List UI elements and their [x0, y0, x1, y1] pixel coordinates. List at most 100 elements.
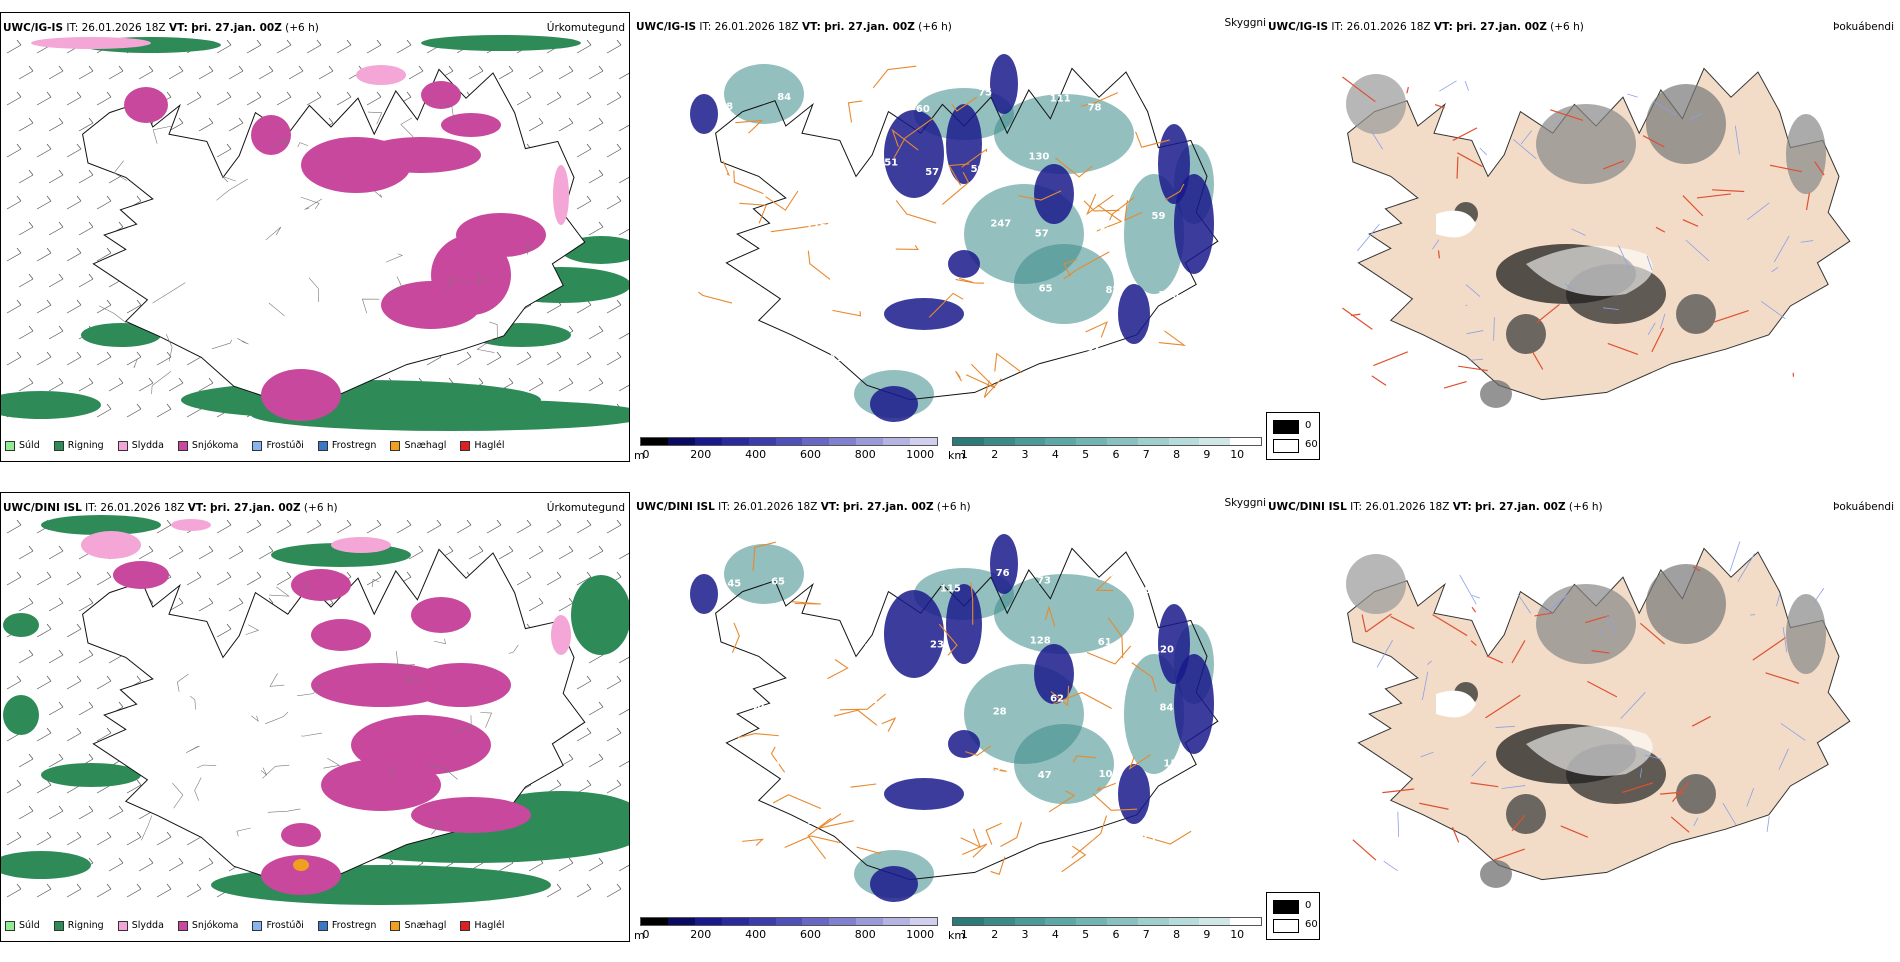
fog-legend-swatch-black — [1273, 900, 1299, 914]
low-cloud-area — [884, 298, 964, 330]
wind-barb — [109, 175, 123, 183]
wind-barb — [149, 66, 153, 71]
wind-barb — [587, 40, 591, 45]
sleet-area — [551, 615, 571, 655]
colorbar-step — [1199, 438, 1230, 445]
low-cloud-area — [870, 866, 918, 902]
road — [1457, 157, 1458, 179]
wind-barb — [307, 97, 321, 105]
visibility-title: UWC/DINI ISL IT: 26.01.2026 18Z VT: þri.… — [636, 501, 971, 513]
wind-barb — [607, 201, 621, 209]
wind-barb — [47, 624, 51, 629]
wind-barb — [377, 572, 381, 577]
wind-barb — [547, 577, 561, 585]
wind-barb — [377, 40, 381, 45]
wind-barb — [527, 520, 531, 525]
wind-barb — [89, 66, 93, 71]
wind-barb — [97, 889, 111, 897]
wind-barb — [109, 863, 123, 871]
wind-barb — [589, 175, 603, 183]
fog-indicator-map — [1266, 34, 1900, 434]
snow-area — [411, 663, 511, 707]
visibility-label: 85 — [987, 763, 1001, 774]
terrain-line — [152, 371, 171, 394]
wind-barb — [49, 707, 63, 715]
precip-type-map — [1, 515, 629, 915]
wind-barb — [367, 97, 381, 105]
wind-barb — [137, 300, 141, 305]
wind-barb — [47, 676, 51, 681]
wind-barb — [109, 71, 123, 79]
colorbar-step — [856, 918, 883, 925]
visibility-tick: 1 — [961, 448, 968, 461]
wind-barb — [77, 248, 81, 253]
wind-barb — [269, 66, 273, 71]
wind-barb — [17, 520, 21, 525]
wind-barb — [139, 71, 153, 79]
legend-label: Rigning — [68, 920, 104, 931]
wind-barb — [29, 118, 33, 123]
wind-barb — [19, 279, 33, 287]
wind-barb — [307, 525, 321, 533]
wind-barb — [539, 598, 543, 603]
wind-barb — [229, 603, 243, 611]
rain-area — [41, 763, 141, 787]
wind-barb — [227, 572, 231, 577]
wind-barb — [19, 655, 33, 663]
wind-barb — [617, 676, 621, 681]
low-cloud-area — [990, 534, 1018, 594]
wind-barb — [59, 702, 63, 707]
wind-barb — [407, 40, 411, 45]
wind-barb — [89, 118, 93, 123]
wind-barb — [199, 551, 213, 559]
wind-barb — [19, 603, 33, 611]
wind-barb — [529, 123, 543, 131]
wind-barb — [77, 352, 81, 357]
vt-value: þri. 27.jan. 00Z — [1456, 21, 1547, 33]
legend-swatch — [318, 441, 328, 451]
cloud-base-tick: 200 — [690, 448, 711, 461]
wind-barb — [617, 520, 621, 525]
wind-barb — [67, 357, 81, 365]
wind-barb — [7, 357, 21, 365]
wind-barb — [77, 884, 81, 889]
visibility-label: 84 — [1160, 703, 1174, 714]
legend-item-frostúði: Frostúði — [252, 440, 303, 451]
low-visibility-area — [994, 574, 1134, 654]
visibility-label: 40 — [750, 701, 764, 712]
visibility-label: 71 — [933, 766, 947, 777]
wind-barb — [319, 71, 333, 79]
wind-barb — [37, 97, 51, 105]
wind-barb — [199, 123, 213, 131]
wind-barb — [17, 144, 21, 149]
precip-title: UWC/IG-IS IT: 26.01.2026 18Z VT: þri. 27… — [3, 22, 319, 34]
wind-barb — [247, 45, 261, 53]
terrain-line — [373, 579, 380, 587]
low-cloud-area — [1118, 764, 1150, 824]
wind-barb — [569, 546, 573, 551]
wind-barb — [449, 546, 453, 551]
visibility-label: 82 — [770, 278, 784, 289]
visibility-label: 73 — [1037, 576, 1051, 587]
low-visibility-area — [724, 64, 804, 124]
wind-barb — [397, 525, 411, 533]
wind-barb — [79, 175, 93, 183]
wind-barb — [607, 681, 621, 689]
visibility-label: 57 — [1087, 343, 1101, 354]
colorbar-step — [1230, 918, 1261, 925]
it-label: IT: — [1331, 21, 1343, 33]
wind-barb — [169, 551, 183, 559]
it-value: 26.01.2026 18Z — [82, 22, 166, 34]
rain-area — [1, 391, 101, 419]
wind-barb — [19, 331, 33, 339]
wind-barb — [59, 598, 63, 603]
visibility-label: 92 — [861, 569, 875, 580]
colorbar-step — [1045, 918, 1076, 925]
river — [1465, 81, 1468, 91]
wind-barb — [67, 681, 81, 689]
model-name: UWC/IG-IS — [1268, 21, 1328, 33]
it-label: IT: — [718, 501, 730, 513]
wind-barb — [337, 45, 351, 53]
wind-barb — [209, 118, 213, 123]
wind-barb — [67, 577, 81, 585]
